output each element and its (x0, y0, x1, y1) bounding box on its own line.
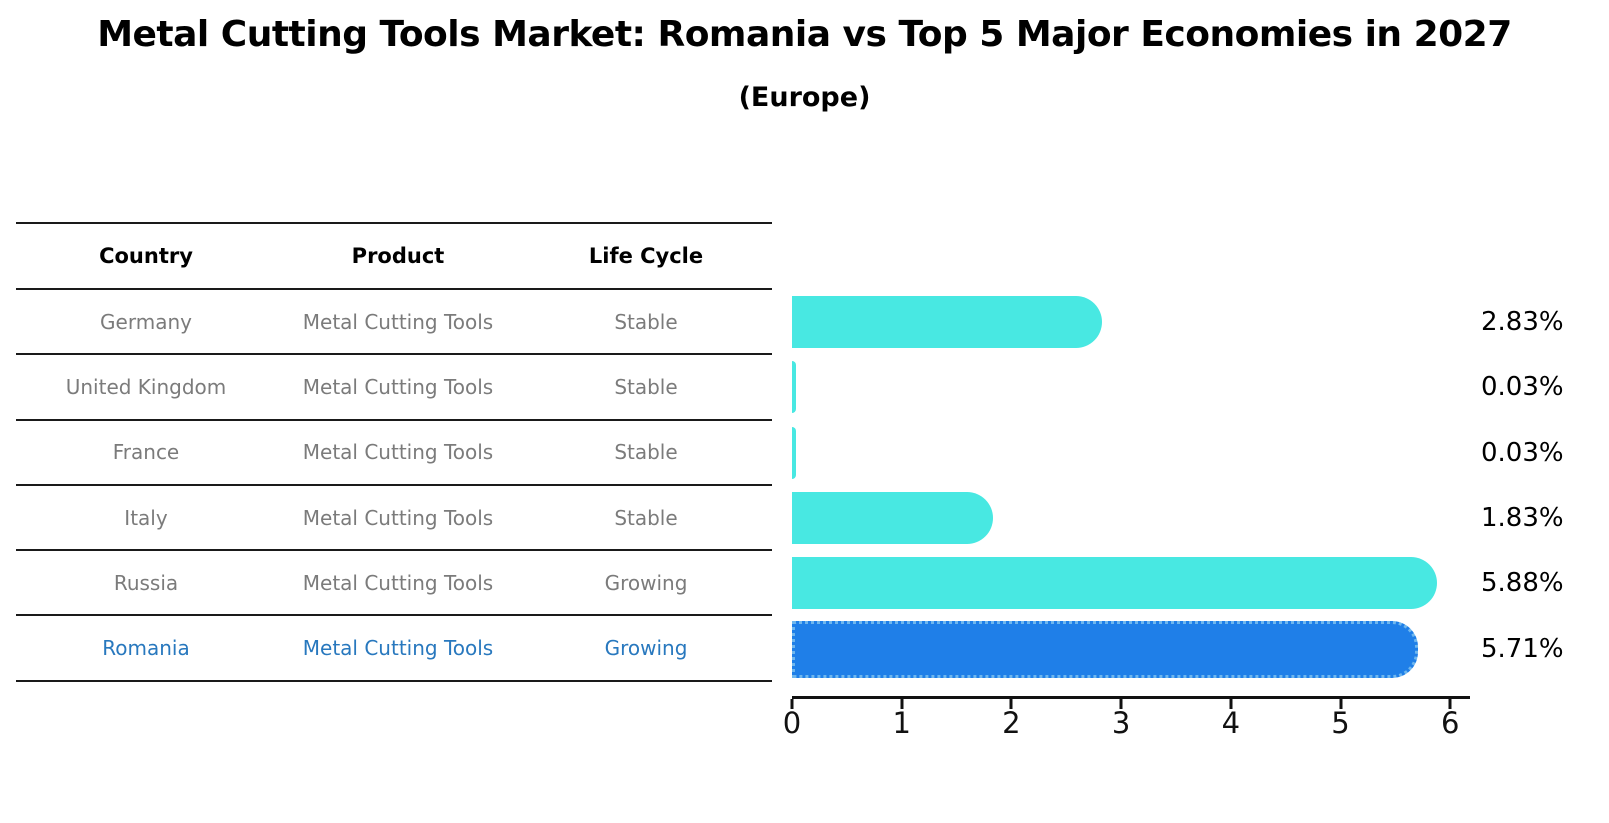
product-cell: Metal Cutting Tools (302, 570, 494, 595)
x-axis-tick (1339, 699, 1342, 709)
x-axis-tick (790, 699, 794, 709)
bar-italy (792, 491, 993, 544)
product-cell: Metal Cutting Tools (302, 440, 494, 465)
x-axis-tick-label: 4 (1221, 706, 1241, 740)
table-row-russia: Russia Metal Cutting Tools Growing (16, 551, 772, 617)
product-cell: Metal Cutting Tools (302, 309, 494, 334)
life-cycle-cell: Stable (614, 309, 678, 334)
value-label-united-kingdom: 0.03% (1481, 372, 1564, 403)
x-axis-tick-label: 1 (892, 706, 911, 740)
col-header-life-cycle: Life Cycle (588, 244, 704, 268)
product-cell: Metal Cutting Tools (302, 505, 494, 530)
bar-united-kingdom (792, 361, 796, 414)
col-header-country: Country (99, 244, 193, 268)
country-cell: France (112, 440, 180, 465)
bar-russia (792, 557, 1438, 610)
life-cycle-cell: Growing (604, 636, 688, 661)
value-label-russia: 5.88% (1481, 568, 1564, 599)
x-axis-tick-label: 2 (1002, 706, 1021, 740)
bar-romania (792, 620, 1419, 678)
life-cycle-cell: Stable (614, 440, 678, 465)
product-cell: Metal Cutting Tools (302, 636, 494, 661)
table-row-united-kingdom: United Kingdom Metal Cutting Tools Stabl… (16, 355, 772, 421)
x-axis-tick (1448, 699, 1452, 709)
x-axis-tick (1229, 699, 1233, 709)
chart-subtitle: (Europe) (738, 82, 871, 113)
table-row-romania: Romania Metal Cutting Tools Growing (16, 616, 772, 682)
table-row-france: France Metal Cutting Tools Stable (16, 421, 772, 486)
x-axis-tick (1009, 699, 1013, 709)
country-cell: Romania (102, 636, 190, 661)
table-row-germany: Germany Metal Cutting Tools Stable (16, 290, 772, 356)
value-label-france: 0.03% (1481, 437, 1564, 468)
col-header-product: Product (351, 244, 445, 268)
bar-germany (792, 296, 1103, 348)
country-table: Country Product Life Cycle Germany Metal… (16, 222, 772, 682)
x-axis-tick-label: 5 (1331, 706, 1350, 740)
country-cell: Germany (100, 309, 192, 334)
x-axis-tick (900, 699, 904, 709)
country-cell: Italy (124, 505, 168, 530)
value-label-romania: 5.71% (1481, 633, 1564, 664)
x-axis-tick-label: 3 (1111, 706, 1131, 740)
value-label-germany: 2.83% (1481, 307, 1564, 337)
country-cell: United Kingdom (65, 374, 227, 399)
country-cell: Russia (113, 570, 179, 595)
table-row-italy: Italy Metal Cutting Tools Stable (16, 486, 772, 552)
product-cell: Metal Cutting Tools (302, 374, 494, 399)
chart-title: Metal Cutting Tools Market: Romania vs T… (97, 14, 1512, 55)
x-axis-tick (1119, 699, 1123, 709)
bar-france (792, 426, 796, 479)
life-cycle-cell: Stable (614, 374, 678, 399)
life-cycle-cell: Growing (604, 570, 688, 595)
value-label-italy: 1.83% (1481, 502, 1564, 533)
x-axis-tick-label: 0 (782, 706, 802, 740)
table-header-row: Country Product Life Cycle (16, 222, 772, 290)
x-axis-line (792, 696, 1470, 699)
bar-chart-plot-area (792, 296, 1470, 697)
x-axis-tick-label: 6 (1440, 706, 1460, 740)
life-cycle-cell: Stable (614, 505, 678, 530)
